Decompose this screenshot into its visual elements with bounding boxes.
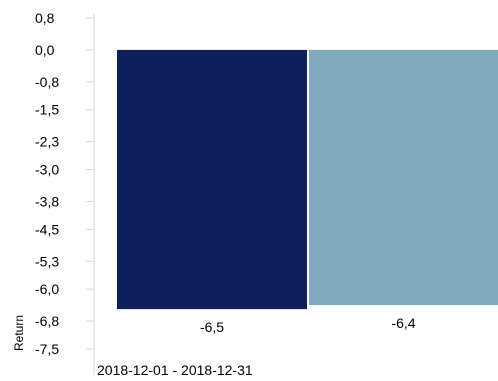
bar-series-2 [309, 49, 498, 306]
y-tick-label: 0,0 [35, 42, 55, 58]
y-tick-label: -6,0 [35, 281, 59, 297]
y-tick-label: -3,0 [35, 162, 59, 178]
bar-series-1 [117, 49, 307, 310]
y-tick-label: -7,5 [35, 341, 59, 357]
data-labels: -6,5 -6,4 [200, 315, 416, 335]
y-axis-ticks: 0,8 0,0 -0,8 -1,5 -2,3 -3,0 -3,8 -4,5 -5,3 -6,0 -6… [35, 10, 94, 357]
bars [117, 49, 498, 310]
y-tick-label: -1,5 [35, 102, 59, 118]
y-tick-label: -0,8 [35, 74, 59, 90]
y-tick-label: 0,8 [35, 10, 55, 26]
y-tick-label: -3,8 [35, 193, 59, 209]
y-tick-label: -5,3 [35, 253, 59, 269]
data-label-series-1: -6,5 [200, 319, 224, 335]
data-label-series-2: -6,4 [391, 315, 415, 331]
y-tick-label: -4,5 [35, 221, 59, 237]
x-axis-category-label: 2018-12-01 - 2018-12-31 [97, 362, 253, 378]
y-axis-title: Return [12, 315, 26, 351]
y-tick-label: -6,8 [35, 313, 59, 329]
y-tick-label: -2,3 [35, 134, 59, 150]
